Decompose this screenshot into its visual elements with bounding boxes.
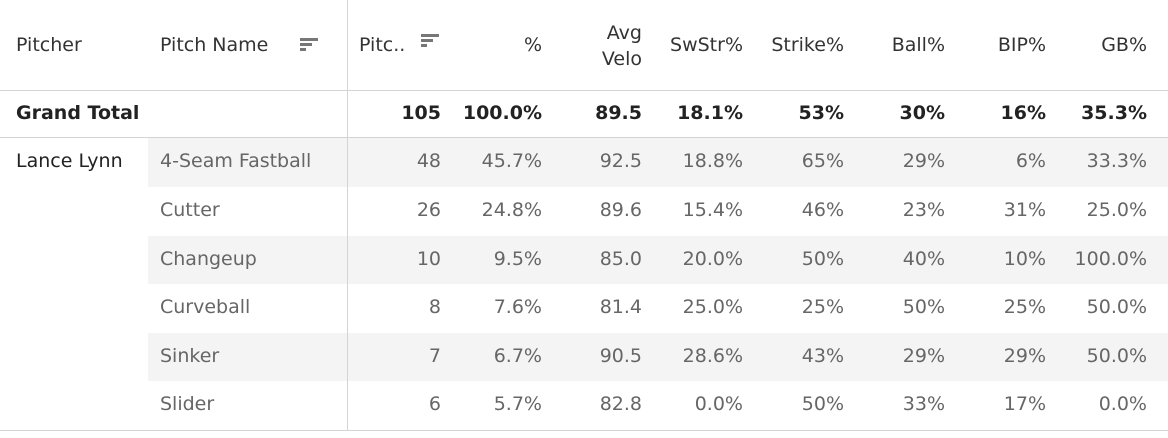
pitch-name: Changeup [160,248,257,270]
grand-total-swstr: 18.1% [677,102,743,124]
header-swstr[interactable]: SwStr% [670,34,743,56]
sort-icon[interactable] [421,34,439,48]
swstr-value: 28.6% [682,345,743,367]
header-strike[interactable]: Strike% [771,34,844,56]
swstr-value: 15.4% [682,199,743,221]
pitch-name: Cutter [160,199,220,221]
pitch-name: Sinker [160,345,220,367]
pitches-value: 6 [428,393,441,415]
ball-value: 29% [902,150,945,172]
table-row: 4-Seam Fastball 48 45.7% 92.5 18.8% 65% … [0,138,1168,187]
table-row: Curveball 8 7.6% 81.4 25.0% 25% 50% 25% … [0,284,1168,333]
pitch-name: Slider [160,393,215,415]
bip-value: 6% [1015,150,1046,172]
bip-value: 17% [1003,393,1046,415]
header-row: Pitcher Pitch Name Pitc.. % Avg Velo SwS… [0,0,1168,90]
ball-value: 50% [902,296,945,318]
pitcher-name: Lance Lynn [16,150,123,172]
strike-value: 46% [801,199,844,221]
ball-value: 23% [902,199,945,221]
pitches-value: 48 [416,150,441,172]
pitches-value: 26 [416,199,441,221]
gb-value: 100.0% [1074,248,1147,270]
table-row: Slider 6 5.7% 82.8 0.0% 50% 33% 17% 0.0% [0,381,1168,430]
gb-value: 33.3% [1086,150,1147,172]
header-avg-velo-line1: Avg [606,22,642,44]
gb-value: 0.0% [1098,393,1147,415]
ball-value: 29% [902,345,945,367]
strike-value: 65% [801,150,844,172]
pct-value: 7.6% [493,296,542,318]
gb-value: 25.0% [1086,199,1147,221]
swstr-value: 25.0% [682,296,743,318]
header-avg-velo[interactable]: Avg Velo [602,20,642,72]
avg-velo-value: 89.6 [599,199,642,221]
strike-value: 50% [801,393,844,415]
header-avg-velo-line2: Velo [601,48,642,70]
swstr-value: 0.0% [694,393,743,415]
bip-value: 25% [1003,296,1046,318]
avg-velo-value: 92.5 [599,150,642,172]
strike-value: 43% [801,345,844,367]
avg-velo-value: 81.4 [599,296,642,318]
header-pitches[interactable]: Pitc.. [359,34,406,56]
grand-total-label: Grand Total [16,102,140,124]
strike-value: 50% [801,248,844,270]
table-row: Changeup 10 9.5% 85.0 20.0% 50% 40% 10% … [0,236,1168,284]
bip-value: 31% [1003,199,1046,221]
header-bip[interactable]: BIP% [997,34,1046,56]
grand-total-gb: 35.3% [1081,102,1147,124]
grand-total-row: Grand Total 105 100.0% 89.5 18.1% 53% 30… [0,91,1168,137]
gb-value: 50.0% [1086,345,1147,367]
strike-value: 25% [801,296,844,318]
grand-total-strike: 53% [798,102,844,124]
pitches-value: 10 [416,248,441,270]
grand-total-pct: 100.0% [462,102,542,124]
table-row: Sinker 7 6.7% 90.5 28.6% 43% 29% 29% 50.… [0,333,1168,381]
pitch-name: Curveball [160,296,251,318]
gb-value: 50.0% [1086,296,1147,318]
pct-value: 24.8% [481,199,542,221]
column-divider [347,0,348,430]
avg-velo-value: 90.5 [599,345,642,367]
bip-value: 10% [1003,248,1046,270]
header-pct[interactable]: % [523,34,542,56]
sort-icon[interactable] [300,38,318,52]
avg-velo-value: 85.0 [599,248,642,270]
pct-value: 6.7% [493,345,542,367]
pitch-name: 4-Seam Fastball [160,150,312,172]
grand-total-ball: 30% [899,102,945,124]
pct-value: 9.5% [493,248,542,270]
grand-total-bip: 16% [1000,102,1046,124]
pct-value: 5.7% [493,393,542,415]
grand-total-divider [0,137,1168,138]
grand-total-pitches: 105 [401,102,441,124]
header-gb[interactable]: GB% [1101,34,1147,56]
header-divider [0,90,1168,91]
swstr-value: 18.8% [682,150,743,172]
header-pitch-name[interactable]: Pitch Name [160,34,269,56]
ball-value: 40% [902,248,945,270]
swstr-value: 20.0% [682,248,743,270]
table-row: Cutter 26 24.8% 89.6 15.4% 46% 23% 31% 2… [0,187,1168,236]
row-band [148,236,1168,284]
pitches-value: 7 [428,345,441,367]
header-pitcher[interactable]: Pitcher [16,34,82,56]
row-band [148,333,1168,381]
table-bottom-border [0,430,1168,431]
pitches-value: 8 [428,296,441,318]
avg-velo-value: 82.8 [599,393,642,415]
ball-value: 33% [902,393,945,415]
grand-total-avg-velo: 89.5 [595,102,642,124]
header-ball[interactable]: Ball% [891,34,945,56]
row-band [148,138,1168,187]
bip-value: 29% [1003,345,1046,367]
pct-value: 45.7% [481,150,542,172]
